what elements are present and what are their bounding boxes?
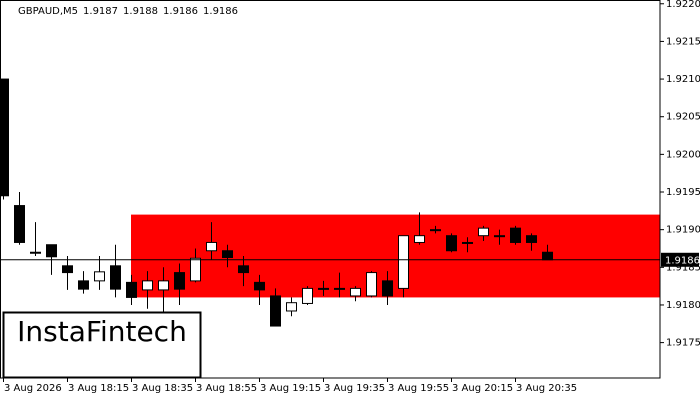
header-open: 1.9187 <box>83 6 118 17</box>
price-label: 1.9186 <box>665 255 700 266</box>
candle-body <box>510 227 521 243</box>
plot-frame <box>0 0 661 379</box>
x-tick-label: 3 Aug 19:15 <box>260 383 321 394</box>
candle-body <box>334 287 345 290</box>
pattern-zone <box>131 214 660 298</box>
candle-body <box>286 302 297 312</box>
x-tick-label: 3 Aug 18:55 <box>196 383 257 394</box>
watermark-box <box>2 311 202 379</box>
header-close: 1.9186 <box>203 6 238 17</box>
candle-body <box>542 251 553 261</box>
candle-body <box>318 287 329 290</box>
candle-body <box>350 287 361 297</box>
candle-body <box>270 295 281 327</box>
candle-body <box>478 227 489 237</box>
candle-body <box>30 251 41 254</box>
x-tick-label: 3 Aug 19:35 <box>324 383 385 394</box>
candle-body <box>142 280 153 291</box>
candle-body <box>366 272 377 297</box>
candle-body <box>382 280 393 297</box>
candle-body <box>414 235 425 243</box>
watermark: InstaFintech <box>17 315 187 348</box>
x-tick-label: 3 Aug 2026 <box>4 383 62 394</box>
y-tick-label: 1.9205 <box>666 112 700 123</box>
candle-body <box>398 235 409 289</box>
candle-body <box>462 241 473 244</box>
y-tick-label: 1.9175 <box>666 338 700 349</box>
candle-body <box>62 265 73 274</box>
y-tick-label: 1.9190 <box>666 225 700 236</box>
y-tick-label: 1.9185 <box>666 262 700 273</box>
candle-body <box>126 281 137 298</box>
header-low: 1.9186 <box>163 6 198 17</box>
x-tick-label: 3 Aug 18:15 <box>68 383 129 394</box>
candle-body <box>430 229 441 232</box>
candle-body <box>94 271 105 282</box>
y-tick-label: 1.9180 <box>666 300 700 311</box>
y-tick-label: 1.9195 <box>666 187 700 198</box>
y-tick-label: 1.9200 <box>666 149 700 160</box>
x-tick-label: 3 Aug 18:35 <box>132 383 193 394</box>
candle-body <box>158 280 169 291</box>
y-tick-label: 1.9210 <box>666 74 700 85</box>
candle-body <box>0 78 9 197</box>
candle-body <box>238 265 249 274</box>
x-tick-label: 3 Aug 20:35 <box>516 383 577 394</box>
y-tick-label: 1.9215 <box>666 36 700 47</box>
symbol: GBPAUD,M5 <box>18 6 78 17</box>
header-high: 1.9188 <box>123 6 158 17</box>
candle-body <box>190 257 201 282</box>
chart-header: GBPAUD,M5 1.9187 1.9188 1.9186 1.9186 <box>18 6 238 17</box>
candle-body <box>14 205 25 243</box>
y-tick-label: 1.9220 <box>666 0 700 10</box>
x-tick-label: 3 Aug 20:15 <box>452 383 513 394</box>
candle-body <box>46 244 57 258</box>
candle-body <box>302 287 313 304</box>
candle-body <box>174 272 185 290</box>
candle-body <box>254 281 265 291</box>
candle-body <box>110 265 121 290</box>
candle-body <box>206 241 217 252</box>
x-tick-label: 3 Aug 19:55 <box>388 383 449 394</box>
candle-body <box>446 235 457 252</box>
candle-body <box>526 235 537 243</box>
price-label-box <box>661 252 699 267</box>
candle-body <box>494 235 505 238</box>
candle-body <box>78 280 89 290</box>
candle-body <box>222 250 233 259</box>
